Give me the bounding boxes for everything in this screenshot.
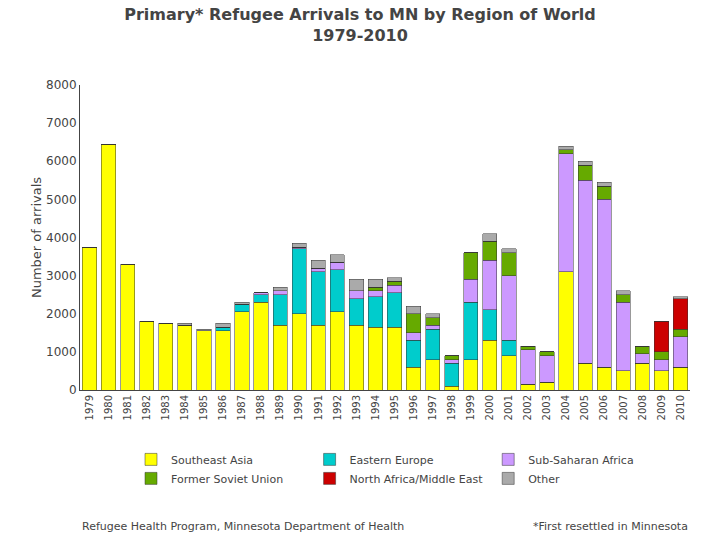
svg-text:2002: 2002 <box>522 395 533 420</box>
svg-text:2005: 2005 <box>579 395 590 420</box>
svg-text:1983: 1983 <box>160 395 171 420</box>
svg-text:Refugee Health Program, Minnes: Refugee Health Program, Minnesota Depart… <box>82 520 404 533</box>
svg-text:2007: 2007 <box>618 395 629 420</box>
svg-text:*First resettled in Minnesota: *First resettled in Minnesota <box>533 520 688 533</box>
svg-text:2009: 2009 <box>656 395 667 420</box>
svg-text:1984: 1984 <box>179 395 190 420</box>
svg-text:Former Soviet Union: Former Soviet Union <box>171 473 283 486</box>
svg-text:2001: 2001 <box>503 395 514 420</box>
svg-text:Southeast Asia: Southeast Asia <box>171 454 253 467</box>
svg-text:1986: 1986 <box>217 395 228 420</box>
svg-text:7000: 7000 <box>46 116 77 130</box>
svg-text:1991: 1991 <box>313 395 324 420</box>
svg-text:0: 0 <box>69 383 77 397</box>
svg-text:8000: 8000 <box>46 78 77 92</box>
svg-text:Primary* Refugee Arrivals to M: Primary* Refugee Arrivals to MN by Regio… <box>124 5 596 45</box>
svg-text:2003: 2003 <box>541 395 552 420</box>
svg-text:2000: 2000 <box>46 307 77 321</box>
svg-text:1985: 1985 <box>198 395 209 420</box>
svg-text:1987: 1987 <box>236 395 247 420</box>
svg-text:1998: 1998 <box>446 395 457 420</box>
svg-text:1996: 1996 <box>408 395 419 420</box>
svg-text:1992: 1992 <box>332 395 343 420</box>
svg-text:1000: 1000 <box>46 345 77 359</box>
svg-text:1993: 1993 <box>351 395 362 420</box>
svg-text:Number of arrivals: Number of arrivals <box>29 177 44 298</box>
svg-text:6000: 6000 <box>46 154 77 168</box>
svg-text:1981: 1981 <box>122 395 133 420</box>
svg-text:1995: 1995 <box>389 395 400 420</box>
svg-text:3000: 3000 <box>46 269 77 283</box>
svg-text:Eastern Europe: Eastern Europe <box>350 454 434 467</box>
svg-text:2000: 2000 <box>484 395 495 420</box>
svg-text:2010: 2010 <box>675 395 686 420</box>
svg-text:1997: 1997 <box>427 395 438 420</box>
svg-text:Sub-Saharan Africa: Sub-Saharan Africa <box>528 454 633 467</box>
svg-text:5000: 5000 <box>46 193 77 207</box>
svg-text:Other: Other <box>528 473 560 486</box>
svg-text:1979: 1979 <box>84 395 95 420</box>
svg-text:North Africa/Middle East: North Africa/Middle East <box>350 473 484 486</box>
svg-text:4000: 4000 <box>46 231 77 245</box>
svg-text:1982: 1982 <box>141 395 152 420</box>
svg-text:1980: 1980 <box>103 395 114 420</box>
svg-text:1990: 1990 <box>293 395 304 420</box>
svg-text:2006: 2006 <box>598 395 609 420</box>
svg-text:2008: 2008 <box>637 395 648 420</box>
svg-text:1989: 1989 <box>274 395 285 420</box>
svg-text:1994: 1994 <box>370 395 381 420</box>
svg-text:1999: 1999 <box>465 395 476 420</box>
svg-text:2004: 2004 <box>560 395 571 420</box>
svg-text:1988: 1988 <box>255 395 266 420</box>
